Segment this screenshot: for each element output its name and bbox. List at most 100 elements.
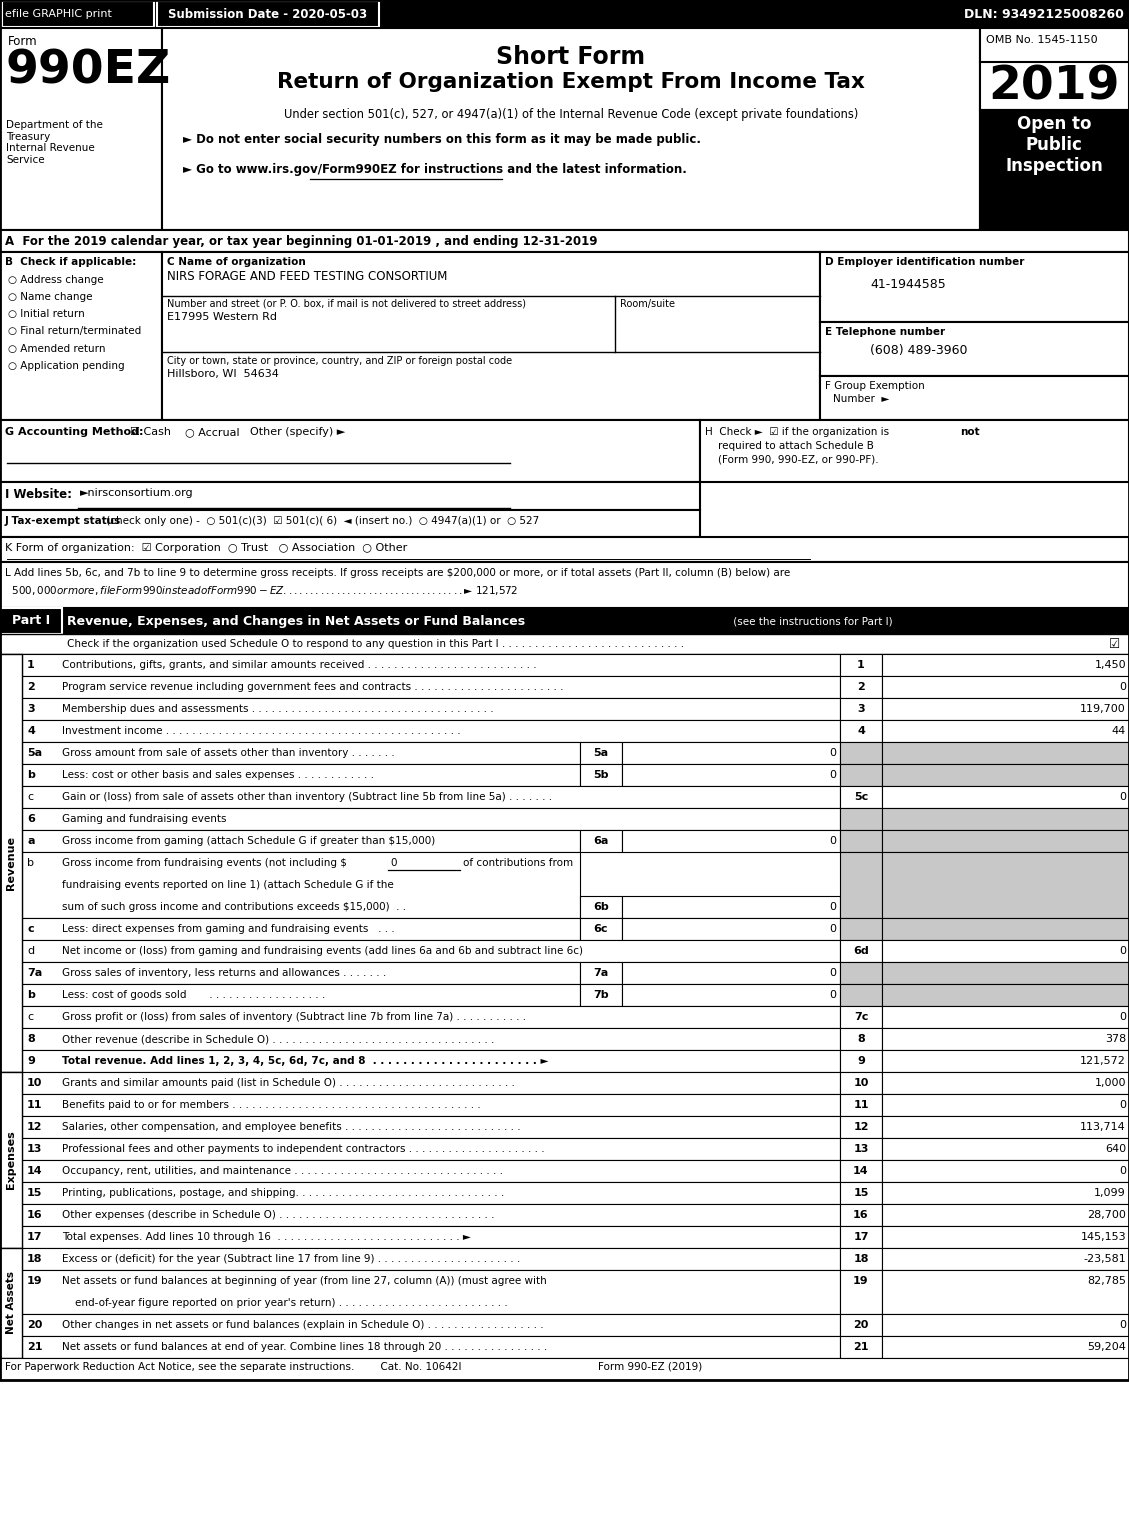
Text: Professional fees and other payments to independent contractors . . . . . . . . : Professional fees and other payments to … [62,1144,544,1154]
Text: 0: 0 [1119,947,1126,956]
Bar [21,1072,840,1093]
Text: 17: 17 [27,1232,43,1241]
Text: Investment income . . . . . . . . . . . . . . . . . . . . . . . . . . . . . . . : Investment income . . . . . . . . . . . … [62,725,461,736]
Text: F Group Exemption: F Group Exemption [825,382,925,391]
Bar [157,2,379,27]
Text: 113,714: 113,714 [1080,1122,1126,1132]
Text: 0: 0 [829,835,835,846]
Text: 6d: 6d [854,947,869,956]
Text: 7b: 7b [593,989,609,1000]
Text: 3: 3 [27,704,35,715]
Bar [840,1006,882,1028]
Text: 7c: 7c [854,1012,868,1022]
Text: ► Do not enter social security numbers on this form as it may be made public.: ► Do not enter social security numbers o… [183,133,701,147]
Text: C Name of organization: C Name of organization [167,257,306,267]
Text: 0: 0 [1119,1012,1126,1022]
Bar [882,1182,1129,1203]
Bar [882,1315,1129,1336]
Bar [840,721,882,742]
Text: c: c [27,793,33,802]
Bar [840,742,882,764]
Text: ○ Final return/terminated: ○ Final return/terminated [8,325,141,336]
Text: Form: Form [8,35,37,47]
Text: Other expenses (describe in Schedule O) . . . . . . . . . . . . . . . . . . . . : Other expenses (describe in Schedule O) … [62,1209,495,1220]
Text: Department of the
Treasury
Internal Revenue
Service: Department of the Treasury Internal Reve… [6,121,103,165]
Text: 0: 0 [1119,683,1126,692]
Text: K Form of organization:  ☑ Corporation  ○ Trust   ○ Association  ○ Other: K Form of organization: ☑ Corporation ○ … [5,544,408,553]
Bar [840,1182,882,1203]
Text: Revenue: Revenue [6,835,16,890]
Bar [0,420,700,483]
Text: E Telephone number: E Telephone number [825,327,945,337]
Bar [21,831,580,852]
Text: 11: 11 [854,1099,868,1110]
Text: Gaming and fundraising events: Gaming and fundraising events [62,814,227,825]
Bar [580,764,622,786]
Bar [882,1336,1129,1358]
Text: ► Go to www.irs.gov/Form990EZ for instructions and the latest information.: ► Go to www.irs.gov/Form990EZ for instru… [183,163,686,176]
Bar [622,983,840,1006]
Text: a: a [27,835,35,846]
Text: 2019: 2019 [988,66,1120,110]
Bar [21,983,580,1006]
Bar [840,1270,882,1315]
Text: (check only one) -  ○ 501(c)(3)  ☑ 501(c)( 6)  ◄ (insert no.)  ○ 4947(a)(1) or  : (check only one) - ○ 501(c)(3) ☑ 501(c)(… [103,516,540,525]
Text: 13: 13 [854,1144,868,1154]
Bar [840,1248,882,1270]
Bar [21,962,580,983]
Text: c: c [27,1012,33,1022]
Text: Gross sales of inventory, less returns and allowances . . . . . . .: Gross sales of inventory, less returns a… [62,968,386,977]
Bar [21,1270,840,1315]
Text: Expenses: Expenses [6,1130,16,1190]
Text: 6a: 6a [594,835,609,846]
Bar [882,831,1129,852]
Text: 5b: 5b [593,770,609,780]
Text: 18: 18 [854,1254,868,1264]
Text: 3: 3 [857,704,865,715]
Text: Open to
Public
Inspection: Open to Public Inspection [1005,115,1103,174]
Text: $500,000 or more, file Form 990 instead of Form 990-EZ . . . . . . . . . . . . .: $500,000 or more, file Form 990 instead … [5,583,518,597]
Text: Other revenue (describe in Schedule O) . . . . . . . . . . . . . . . . . . . . .: Other revenue (describe in Schedule O) .… [62,1034,495,1044]
Text: Other changes in net assets or fund balances (explain in Schedule O) . . . . . .: Other changes in net assets or fund bala… [62,1319,544,1330]
Bar [21,1116,840,1138]
Bar [21,1051,840,1072]
Bar [882,764,1129,786]
Text: 20: 20 [854,1319,868,1330]
Text: Under section 501(c), 527, or 4947(a)(1) of the Internal Revenue Code (except pr: Under section 501(c), 527, or 4947(a)(1)… [283,108,858,121]
Text: 0: 0 [1119,793,1126,802]
Text: ○ Initial return: ○ Initial return [8,308,85,319]
Bar [882,1226,1129,1248]
Text: (see the instructions for Part I): (see the instructions for Part I) [730,615,893,626]
Text: 1: 1 [27,660,35,670]
Text: 19: 19 [854,1277,869,1286]
Text: OMB No. 1545-1150: OMB No. 1545-1150 [986,35,1097,44]
Text: 5a: 5a [27,748,42,757]
Text: 0: 0 [1119,1167,1126,1176]
Bar [21,764,580,786]
Text: 82,785: 82,785 [1087,1277,1126,1286]
Text: 119,700: 119,700 [1080,704,1126,715]
Text: For Paperwork Reduction Act Notice, see the separate instructions.        Cat. N: For Paperwork Reduction Act Notice, see … [5,1362,702,1371]
Bar [840,1203,882,1226]
Bar [0,654,21,1072]
Text: ►nirsconsortium.org: ►nirsconsortium.org [80,489,194,498]
Text: 0: 0 [1119,1099,1126,1110]
Bar [882,654,1129,676]
Text: b: b [27,770,35,780]
Text: 59,204: 59,204 [1087,1342,1126,1351]
Text: 12: 12 [27,1122,43,1132]
Bar [840,962,882,983]
Bar [0,562,1129,608]
Text: d: d [27,947,34,956]
Bar [882,1161,1129,1182]
Text: end-of-year figure reported on prior year's return) . . . . . . . . . . . . . . : end-of-year figure reported on prior yea… [62,1298,508,1309]
Bar [840,1315,882,1336]
Text: Less: direct expenses from gaming and fundraising events   . . .: Less: direct expenses from gaming and fu… [62,924,395,935]
Bar [882,808,1129,831]
Bar [622,831,840,852]
Text: not: not [960,428,980,437]
Bar [0,252,161,420]
Text: 0: 0 [829,968,835,977]
Text: Benefits paid to or for members . . . . . . . . . . . . . . . . . . . . . . . . : Benefits paid to or for members . . . . … [62,1099,481,1110]
Text: 640: 640 [1105,1144,1126,1154]
